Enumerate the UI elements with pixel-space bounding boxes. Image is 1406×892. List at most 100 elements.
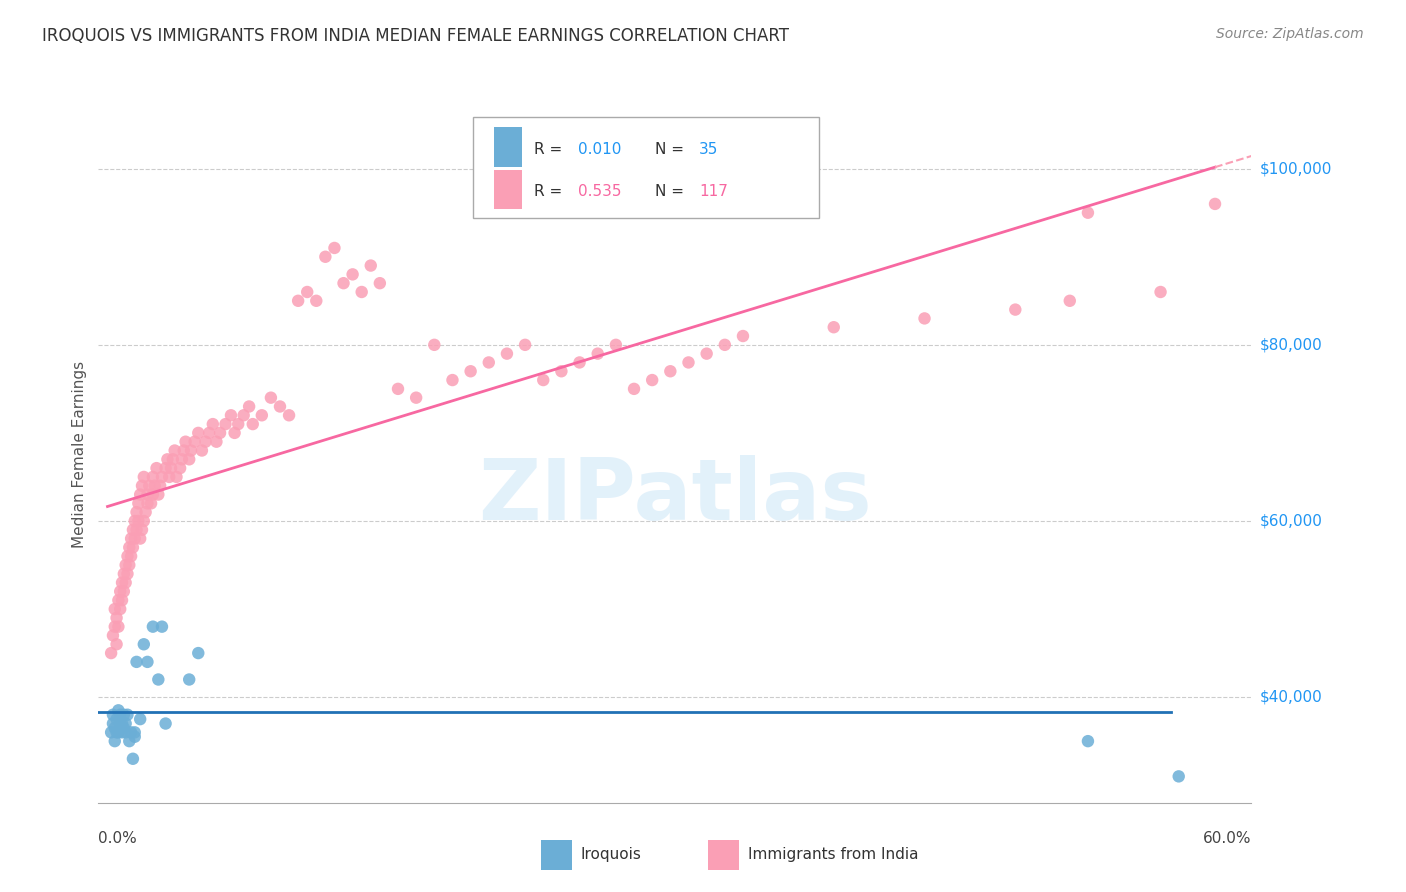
Point (117, 566, 139, 581)
Point (125, 655, 148, 669)
Point (568, 355, 591, 369)
FancyBboxPatch shape (494, 128, 522, 167)
Point (136, 496, 159, 510)
Point (112, 707, 135, 722)
Point (150, 620, 173, 634)
Point (100, 725, 122, 739)
Point (107, 725, 129, 739)
Point (478, 355, 501, 369)
Point (118, 734, 141, 748)
Point (122, 523, 145, 537)
Point (143, 479, 166, 493)
Point (162, 452, 184, 467)
Point (104, 602, 127, 616)
Point (232, 409, 254, 423)
Point (112, 566, 135, 581)
Point (105, 725, 128, 739)
Point (198, 425, 221, 440)
Point (136, 487, 159, 501)
Point (287, 293, 309, 308)
Text: R =: R = (534, 142, 568, 157)
Point (129, 487, 152, 501)
Point (107, 703, 129, 717)
Point (142, 620, 165, 634)
Point (305, 293, 328, 308)
Point (323, 241, 346, 255)
Point (441, 373, 464, 387)
Text: $40,000: $40,000 (1260, 690, 1323, 705)
Text: 117: 117 (699, 184, 728, 199)
Text: N =: N = (655, 184, 689, 199)
Point (1077, 205, 1099, 219)
Point (108, 716, 131, 731)
Point (513, 338, 536, 352)
Point (131, 523, 153, 537)
Point (125, 505, 148, 519)
Point (250, 409, 273, 423)
Point (226, 417, 249, 431)
Point (405, 391, 427, 405)
Point (641, 373, 664, 387)
Point (623, 382, 645, 396)
Point (142, 487, 165, 501)
Point (142, 470, 165, 484)
Text: 0.0%: 0.0% (98, 830, 138, 846)
Point (111, 575, 134, 590)
Point (138, 479, 160, 493)
Point (180, 443, 202, 458)
Point (101, 707, 124, 722)
Y-axis label: Median Female Earnings: Median Female Earnings (72, 361, 87, 549)
Point (209, 425, 232, 440)
Text: ZIPatlas: ZIPatlas (478, 455, 872, 538)
Point (104, 734, 127, 748)
Point (108, 584, 131, 599)
Point (132, 514, 155, 528)
Text: R =: R = (534, 184, 568, 199)
Point (132, 637, 155, 651)
Text: IROQUOIS VS IMMIGRANTS FROM INDIA MEDIAN FEMALE EARNINGS CORRELATION CHART: IROQUOIS VS IMMIGRANTS FROM INDIA MEDIAN… (42, 27, 789, 45)
Point (104, 620, 127, 634)
Point (1167, 769, 1189, 783)
Point (205, 434, 228, 449)
Point (114, 575, 136, 590)
Point (224, 425, 246, 440)
Point (132, 470, 155, 484)
Point (114, 716, 136, 731)
Point (136, 655, 159, 669)
FancyBboxPatch shape (494, 169, 522, 210)
Text: 0.010: 0.010 (578, 142, 621, 157)
Point (122, 541, 145, 555)
Point (120, 549, 142, 564)
Point (163, 443, 186, 458)
Text: N =: N = (655, 142, 689, 157)
Text: 0.535: 0.535 (578, 184, 621, 199)
Point (586, 346, 609, 360)
Point (201, 417, 224, 431)
Point (1004, 302, 1026, 317)
Point (118, 541, 141, 555)
Point (678, 355, 700, 369)
Point (124, 532, 146, 546)
Point (659, 364, 682, 378)
Point (111, 716, 134, 731)
Point (120, 532, 142, 546)
Point (169, 461, 191, 475)
Point (117, 549, 139, 564)
Text: 35: 35 (699, 142, 718, 157)
Point (105, 637, 128, 651)
Point (120, 725, 142, 739)
Point (148, 673, 170, 687)
FancyBboxPatch shape (709, 840, 740, 870)
Point (1077, 734, 1099, 748)
Point (332, 276, 354, 290)
Text: 60.0%: 60.0% (1204, 830, 1251, 846)
Point (122, 752, 145, 766)
Point (423, 338, 446, 352)
Point (135, 505, 157, 519)
Point (297, 285, 319, 299)
Point (179, 673, 201, 687)
FancyBboxPatch shape (541, 840, 572, 870)
Point (148, 487, 170, 501)
Point (1204, 197, 1226, 211)
Point (191, 443, 214, 458)
